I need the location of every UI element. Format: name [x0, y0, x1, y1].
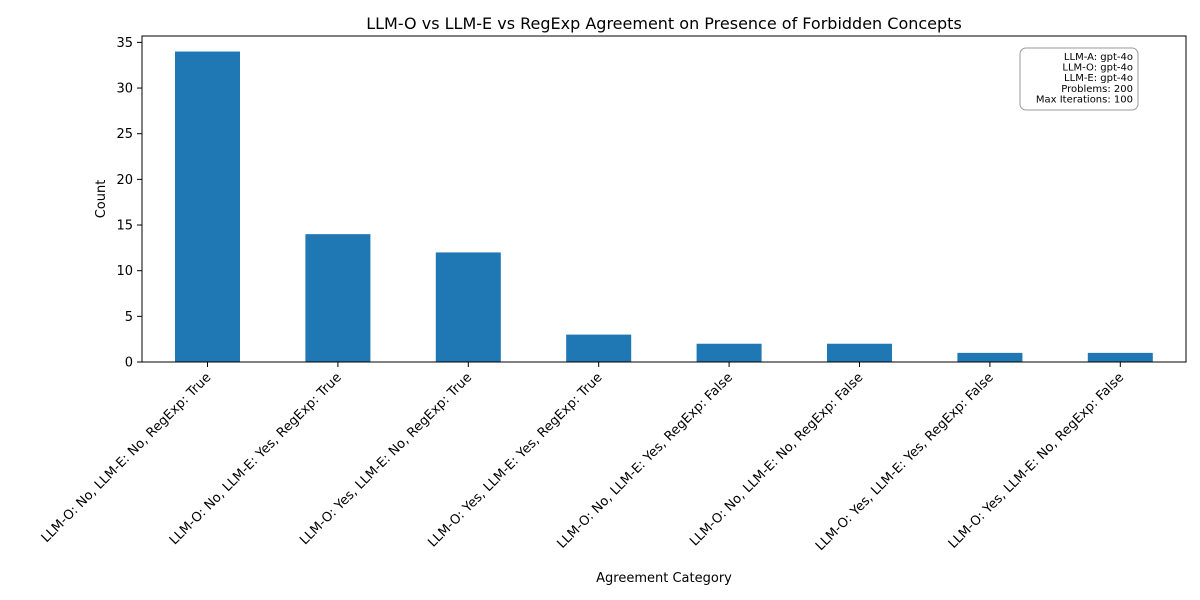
bar — [175, 51, 240, 363]
y-axis-label: Count — [94, 180, 109, 219]
bar — [827, 343, 892, 362]
bar — [566, 334, 632, 362]
annotation-line: LLM-O: gpt-4o — [1062, 63, 1133, 74]
bars-group — [175, 51, 1153, 363]
y-axis: 0 5 10 15 20 25 30 35 — [116, 36, 142, 371]
y-tick-label: 20 — [116, 173, 133, 188]
chart-title: LLM-O vs LLM-E vs RegExp Agreement on Pr… — [366, 14, 962, 33]
bar — [435, 252, 501, 362]
y-tick-label: 25 — [116, 127, 133, 142]
annotation-line: LLM-A: gpt-4o — [1064, 52, 1133, 63]
annotation-line: LLM-E: gpt-4o — [1064, 73, 1133, 84]
annotation-line: Max Iterations: 100 — [1036, 94, 1133, 105]
y-tick-label: 15 — [116, 219, 133, 234]
bar — [957, 352, 1023, 362]
y-tick-label: 35 — [116, 36, 133, 51]
annotation-frame — [1019, 47, 1139, 111]
y-tick-label: 30 — [116, 82, 133, 97]
bar — [305, 234, 371, 362]
y-tick-label: 0 — [125, 356, 133, 371]
plot-frame — [141, 35, 1187, 363]
annotation-line: Problems: 200 — [1061, 84, 1133, 95]
x-axis: LLM-O: No, LLM-E: No, RegExp: TrueLLM-O:… — [39, 362, 1127, 554]
x-axis-label: Agreement Category — [596, 571, 732, 586]
bar — [1087, 352, 1153, 362]
y-tick-label: 10 — [116, 264, 133, 279]
bar — [696, 343, 762, 362]
y-tick-label: 5 — [125, 310, 133, 325]
